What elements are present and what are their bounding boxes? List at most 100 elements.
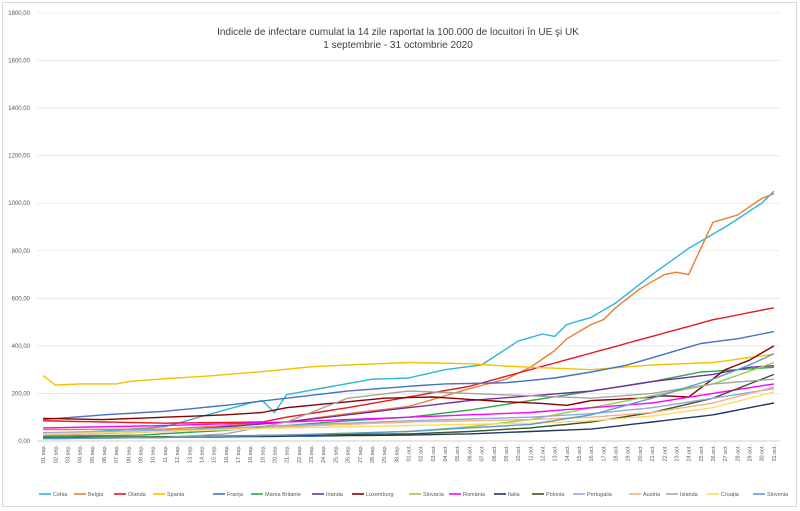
x-tick-label: 03.sep. [65, 445, 71, 464]
x-tick-label: 04.oct. [443, 445, 449, 462]
x-tick-label: 12.oct. [540, 445, 546, 462]
x-tick-label: 17.oct. [601, 445, 607, 462]
series-line-luxemburg [43, 345, 775, 421]
legend-label: Irlanda [326, 492, 344, 498]
y-tick-label: 0,00 [18, 439, 30, 445]
x-tick-label: 01.oct. [407, 445, 413, 462]
x-tick-label: 18.sep. [248, 445, 254, 464]
x-tick-label: 29.sep. [382, 445, 388, 464]
x-tick-label: 19.sep. [260, 445, 266, 464]
x-tick-label: 24.sep. [321, 445, 327, 464]
x-tick-label: 16.oct. [589, 445, 595, 462]
legend-label: Cehia [53, 492, 68, 498]
x-tick-label: 10.sep. [151, 445, 157, 464]
x-tick-label: 11.sep. [163, 445, 169, 463]
x-tick-label: 05.sep. [90, 445, 96, 464]
chart-title: Indicele de infectare cumulat la 14 zile… [217, 27, 579, 38]
series-line-croat-ia [43, 391, 775, 435]
legend-label: Luxemburg [366, 492, 394, 498]
legend-label: Islanda [680, 492, 699, 498]
x-tick-label: 25.sep. [333, 445, 339, 464]
y-tick-label: 200,00 [12, 391, 31, 397]
x-axis-ticks: 01.sep. 02.sep. 03.sep. 04.sep. 05.sep. 06.se… [41, 445, 778, 464]
legend-label: Polonia [546, 492, 565, 498]
x-tick-label: 20.sep. [273, 445, 279, 464]
x-tick-label: 12.sep. [175, 445, 181, 464]
legend-label: România [463, 492, 486, 498]
x-tick-label: 19.oct. [626, 445, 632, 462]
x-tick-label: 15.sep. [212, 445, 218, 464]
x-tick-label: 26.sep. [346, 445, 352, 464]
x-tick-label: 24.oct. [687, 445, 693, 462]
y-tick-label: 1200,00 [8, 154, 30, 160]
series-line-slovenia [43, 353, 775, 440]
x-tick-label: 27.oct. [723, 445, 729, 462]
x-tick-label: 03.oct. [431, 445, 437, 462]
x-tick-label: 06.sep. [102, 445, 108, 464]
x-tick-label: 02.sep. [53, 445, 59, 464]
x-tick-label: 22.sep. [297, 445, 303, 464]
x-tick-label: 21.sep. [285, 445, 291, 464]
x-tick-label: 17.sep. [236, 445, 242, 464]
y-tick-label: 1600,00 [8, 59, 30, 65]
x-tick-label: 10.oct. [516, 445, 522, 462]
legend-label: Franța [227, 492, 244, 498]
x-tick-label: 13.sep. [187, 445, 193, 464]
x-tick-label: 06.oct. [467, 445, 473, 462]
x-tick-label: 15.oct. [577, 445, 583, 462]
y-tick-label: 600,00 [12, 296, 31, 302]
x-tick-label: 23.oct. [674, 445, 680, 462]
y-tick-label: 1800,00 [8, 11, 30, 17]
x-tick-label: 05.oct. [455, 445, 461, 462]
y-tick-label: 1000,00 [8, 201, 30, 207]
x-tick-label: 20.oct. [638, 445, 644, 462]
x-tick-label: 14.sep. [199, 445, 205, 464]
y-tick-label: 800,00 [12, 249, 31, 255]
x-tick-label: 09.oct. [504, 445, 510, 462]
x-tick-label: 18.oct. [614, 445, 620, 462]
x-tick-label: 25.oct. [699, 445, 705, 462]
x-tick-label: 27.sep. [358, 445, 364, 464]
y-axis-ticks: 0,00 200,00 400,00 600,00 800,00 1000,00 1200,… [8, 11, 30, 445]
legend-label: Belgia [88, 492, 104, 498]
x-tick-label: 29.oct. [748, 445, 754, 462]
x-tick-label: 28.sep. [370, 445, 376, 464]
chart-subtitle: 1 septembrie - 31 octombrie 2020 [323, 40, 473, 51]
gridlines [37, 12, 780, 442]
legend-label: Austria [643, 492, 661, 498]
legend-label: Olanda [128, 492, 147, 498]
x-tick-label: 08.oct. [492, 445, 498, 462]
x-tick-label: 02.oct. [419, 445, 425, 462]
x-tick-label: 30.oct. [760, 445, 766, 462]
legend-label: Spania [167, 492, 185, 498]
x-tick-label: 01.sep. [41, 445, 47, 464]
series-line-roma-nia [43, 383, 775, 429]
x-tick-label: 30.sep. [394, 445, 400, 464]
series-lines [42, 190, 775, 440]
x-tick-label: 07.oct. [480, 445, 486, 462]
x-tick-label: 09.sep. [139, 445, 145, 464]
x-tick-label: 31.oct. [772, 445, 778, 462]
line-chart: Indicele de infectare cumulat la 14 zile… [8, 11, 789, 498]
series-line-spania [42, 353, 774, 386]
x-tick-label: 21.oct. [650, 445, 656, 462]
series-line-portugalia [43, 388, 775, 434]
series-line-cehia [43, 190, 775, 436]
x-tick-label: 13.oct. [553, 445, 559, 462]
series-line-frant-a [43, 330, 775, 421]
legend-label: Portugalia [587, 492, 613, 498]
series-line-belgia [43, 193, 775, 431]
legend-label: Italia [508, 492, 521, 498]
legend-label: Slovenia [767, 492, 789, 498]
legend-label: Marea Britanie [265, 492, 301, 498]
x-tick-label: 08.sep. [126, 445, 132, 464]
y-tick-label: 400,00 [12, 344, 31, 350]
x-tick-label: 07.sep. [114, 445, 120, 464]
y-tick-label: 1400,00 [8, 106, 30, 112]
x-tick-label: 28.oct. [735, 445, 741, 462]
legend: Cehia Belgia Olanda Spania Franța Marea Brita… [39, 492, 789, 498]
x-tick-label: 16.sep. [224, 445, 230, 464]
legend-label: Slovacia [423, 492, 445, 498]
x-tick-label: 14.oct. [565, 445, 571, 462]
